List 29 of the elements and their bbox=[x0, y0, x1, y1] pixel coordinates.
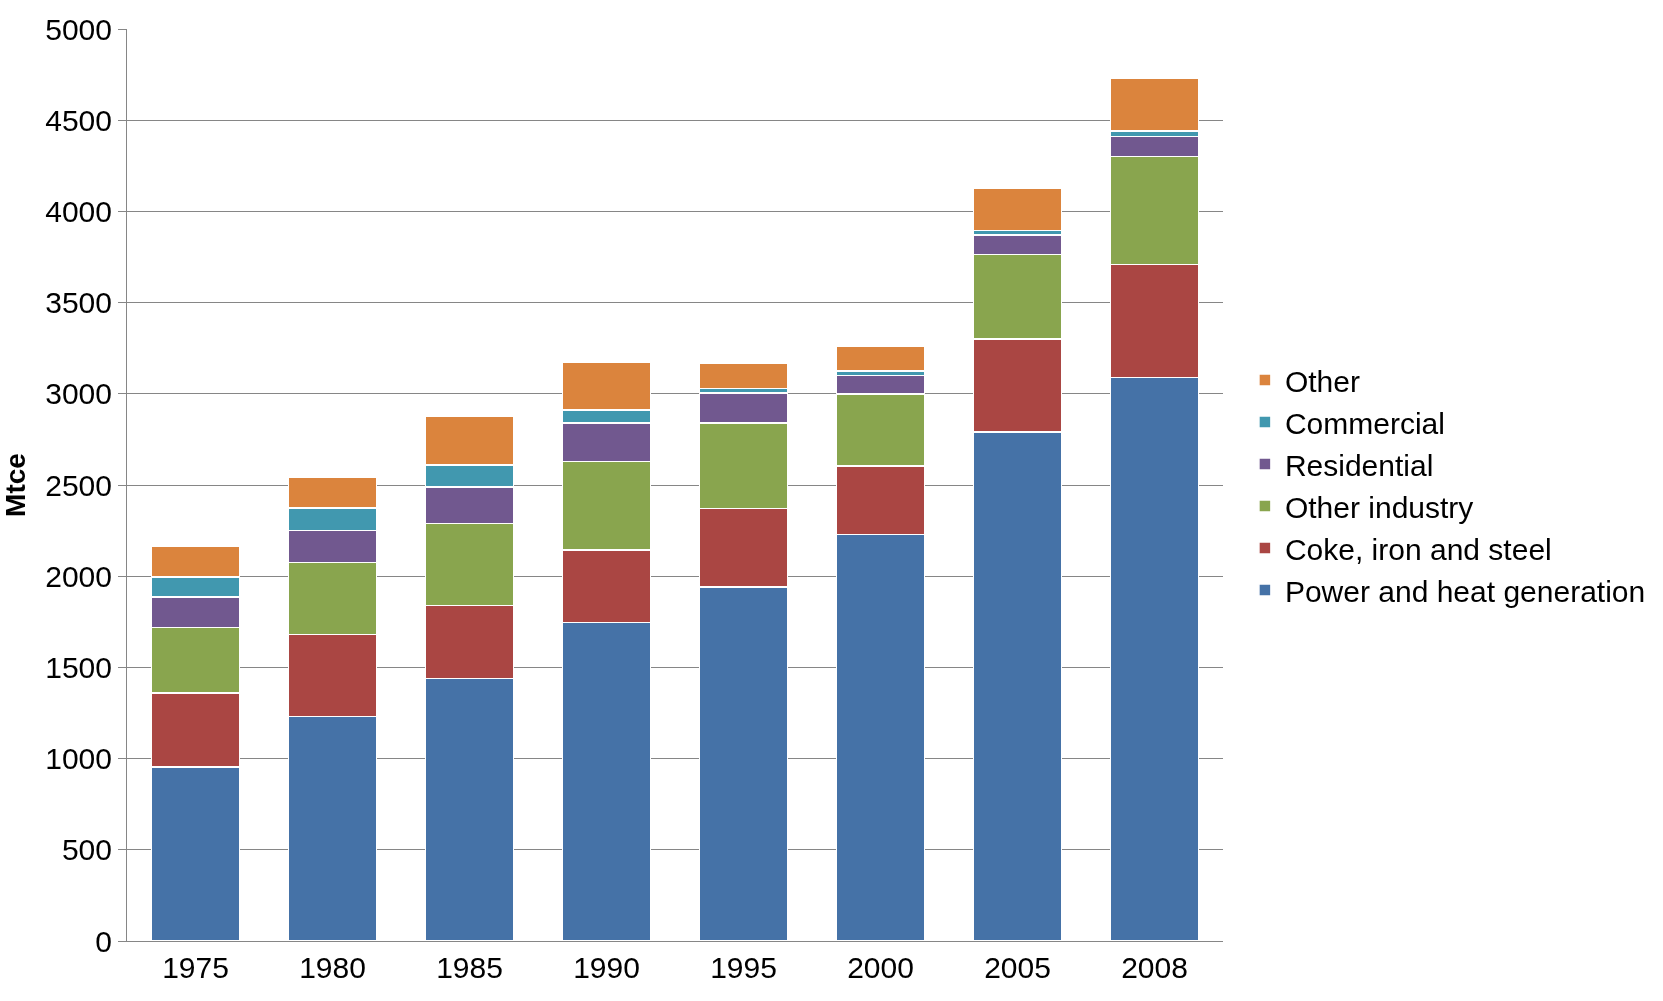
y-tick-label: 2000 bbox=[45, 559, 112, 593]
y-tick-label: 2500 bbox=[45, 468, 112, 502]
y-tick-label: 500 bbox=[61, 833, 112, 867]
x-tick-label: 1985 bbox=[436, 951, 503, 984]
x-tick-label: 1995 bbox=[710, 951, 777, 984]
legend-label: Coke, iron and steel bbox=[1284, 532, 1552, 566]
bar bbox=[698, 362, 789, 390]
y-tick-label: 3500 bbox=[45, 286, 112, 320]
y-tick-label: 4500 bbox=[45, 103, 112, 137]
y-tick-label: 1500 bbox=[45, 650, 112, 684]
legend-label: Commercial bbox=[1284, 406, 1445, 440]
x-tick-label: 1975 bbox=[162, 951, 229, 984]
legend-label: Other bbox=[1284, 364, 1360, 398]
y-tick-label: 4000 bbox=[45, 194, 112, 228]
y-tick-label: 3000 bbox=[45, 377, 112, 411]
legend-label: Residential bbox=[1284, 448, 1434, 482]
legend-label: Other industry bbox=[1284, 490, 1474, 524]
x-tick-label: 1980 bbox=[299, 951, 366, 984]
bar bbox=[972, 187, 1063, 232]
bar bbox=[835, 345, 926, 372]
y-tick-label: 1000 bbox=[45, 742, 112, 776]
y-tick-label: 5000 bbox=[45, 12, 112, 46]
x-tick-label: 1990 bbox=[573, 951, 640, 984]
legend-label: Power and heat generation bbox=[1284, 574, 1646, 608]
x-tick-label: 2000 bbox=[847, 951, 914, 984]
x-tick-label: 2005 bbox=[984, 951, 1051, 984]
y-tick-label: 0 bbox=[95, 924, 112, 958]
x-tick-label: 2008 bbox=[1121, 951, 1188, 984]
y-axis-title: Mtce bbox=[0, 453, 31, 517]
